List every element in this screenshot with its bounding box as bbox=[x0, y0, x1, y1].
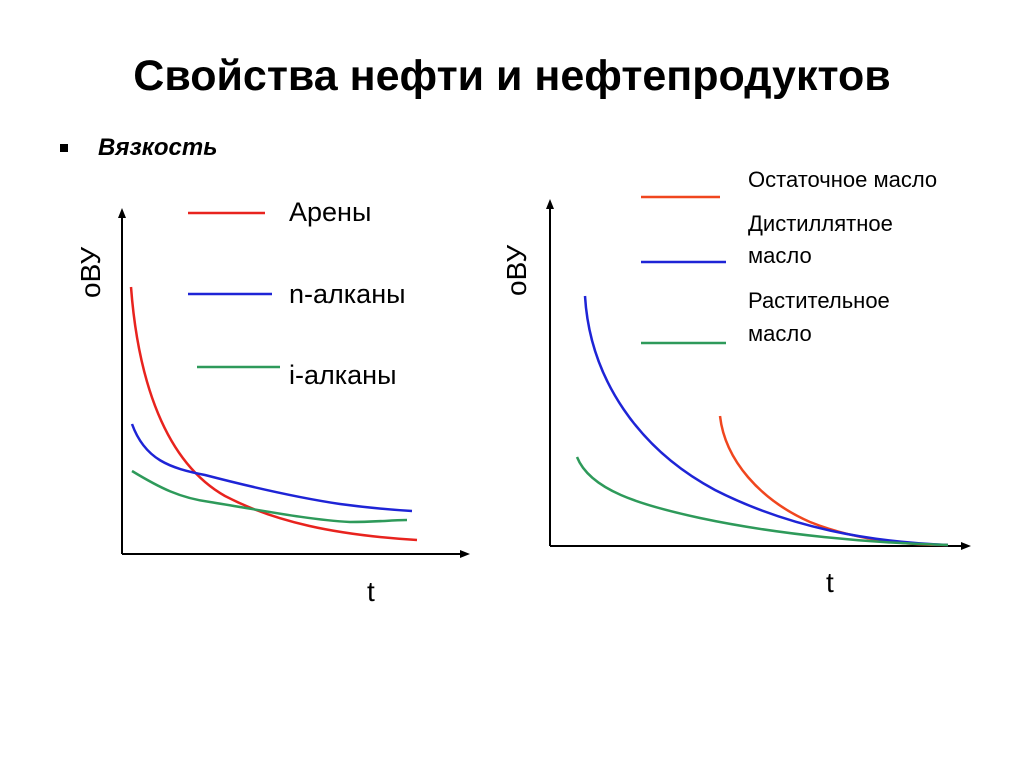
bullet-text: Вязкость bbox=[98, 134, 218, 161]
i-alkanes-curve bbox=[131, 469, 408, 524]
n-alkanes-curve bbox=[130, 423, 413, 513]
right-x-axis-label: t bbox=[826, 567, 834, 598]
legend-distillate-oil-label-line2: масло bbox=[748, 243, 812, 268]
right-y-axis-label: oВУ bbox=[501, 245, 532, 296]
legend-vegetable-oil-label-line2: масло bbox=[748, 321, 812, 346]
left-x-axis-label: t bbox=[367, 576, 375, 607]
distillate-oil-curve bbox=[583, 295, 949, 547]
bullet-item: Вязкость bbox=[60, 132, 217, 164]
legend-n-alkanes-label: n-алканы bbox=[289, 279, 406, 309]
arenes-curve bbox=[129, 286, 418, 542]
right-diagram: oВУ t Остаточное масло Дистиллятное масл… bbox=[501, 167, 971, 598]
left-y-axis-label: oВУ bbox=[75, 247, 106, 298]
slide-title: Свойства нефти и нефтепродуктов bbox=[133, 52, 891, 100]
legend-distillate-oil-label-line1: Дистиллятное bbox=[748, 211, 893, 236]
square-bullet-icon bbox=[60, 144, 68, 152]
residual-oil-curve bbox=[718, 415, 949, 547]
vegetable-oil-curve bbox=[575, 456, 949, 547]
legend-i-alkanes-label: i-алканы bbox=[289, 360, 397, 390]
left-diagram: oВУ t Арены n-алканы i-алканы bbox=[75, 197, 470, 607]
legend-residual-oil-label: Остаточное масло bbox=[748, 167, 937, 192]
legend-vegetable-oil-label-line1: Растительное bbox=[748, 288, 890, 313]
legend-arenes-label: Арены bbox=[289, 197, 371, 227]
